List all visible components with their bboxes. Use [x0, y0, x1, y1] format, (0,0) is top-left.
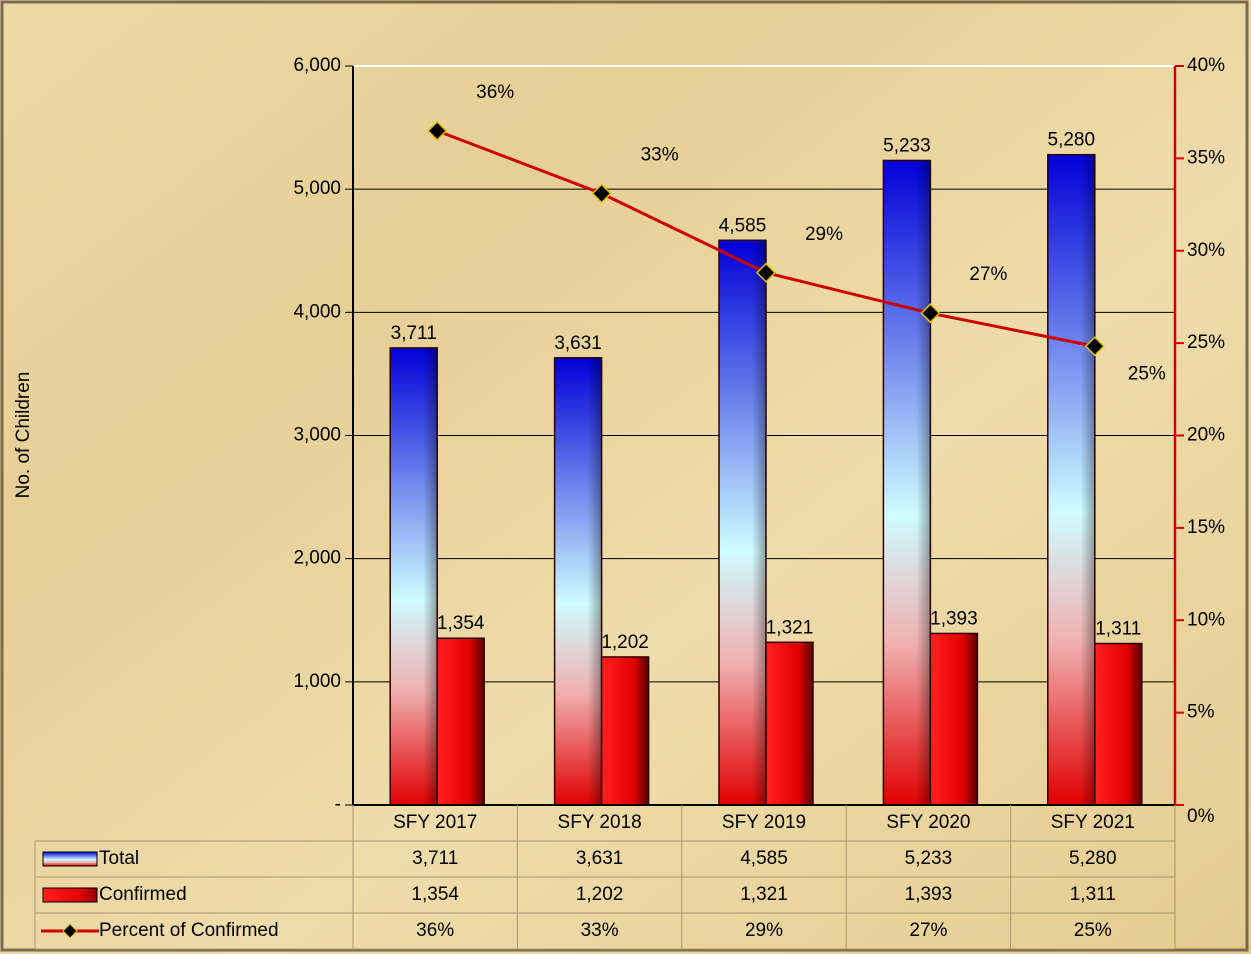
- y2-tick-label: 30%: [1187, 240, 1225, 261]
- legend-icon: [62, 923, 78, 939]
- line-label: 33%: [641, 144, 679, 165]
- table-cell: 1,393: [905, 884, 953, 905]
- bar-label: 1,311: [1095, 619, 1141, 640]
- bar-shade: [1094, 643, 1142, 805]
- table-cell: 1,354: [411, 884, 459, 905]
- bar-shade: [601, 656, 649, 805]
- bar-label: 5,233: [883, 135, 931, 156]
- y-tick-label: 6,000: [293, 55, 341, 76]
- table-cell: 36%: [416, 920, 454, 941]
- table-cell: 3,631: [576, 848, 624, 869]
- table-cell: 1,321: [740, 884, 788, 905]
- y-tick-label: -: [335, 794, 341, 815]
- x-tick-label: SFY 2019: [722, 812, 806, 833]
- marker: [755, 262, 777, 283]
- y-tick-label: 3,000: [293, 425, 341, 446]
- table-cell: 1,202: [576, 884, 624, 905]
- line-label: 27%: [969, 264, 1007, 285]
- bar-shade: [766, 642, 813, 805]
- bar-shade: [883, 160, 931, 806]
- bar-label: 3,711: [391, 323, 437, 344]
- table-cell: 4,585: [740, 848, 788, 869]
- bar-shade: [719, 240, 766, 806]
- bar-label: 1,393: [930, 608, 978, 629]
- y2-tick-label: 35%: [1187, 147, 1225, 168]
- y2-tick-label: 0%: [1187, 806, 1215, 827]
- y-axis-label: No. of Children: [13, 372, 34, 499]
- table-cell: 5,233: [905, 848, 953, 869]
- y-tick-label: 5,000: [293, 178, 341, 199]
- x-tick-label: SFY 2018: [558, 812, 642, 833]
- x-tick-label: SFY 2020: [886, 812, 970, 833]
- y2-tick-label: 25%: [1187, 332, 1225, 353]
- y-tick-label: 4,000: [293, 301, 341, 322]
- legend-icon: [42, 851, 98, 867]
- bar-shade: [1047, 154, 1095, 805]
- legend-label: Percent of Confirmed: [99, 920, 279, 941]
- legend-icon: [42, 887, 98, 903]
- y2-tick-label: 5%: [1187, 702, 1215, 723]
- bar-label: 3,631: [554, 333, 602, 354]
- line-label: 36%: [476, 82, 514, 103]
- table-cell: 3,711: [412, 848, 458, 869]
- table-cell: 29%: [745, 920, 783, 941]
- bar-shade: [437, 638, 485, 805]
- legend-label: Confirmed: [99, 884, 187, 905]
- y2-tick-label: 10%: [1187, 609, 1225, 630]
- y2-tick-label: 20%: [1187, 425, 1225, 446]
- marker: [591, 183, 612, 204]
- bar-shade: [930, 633, 978, 805]
- x-tick-label: SFY 2021: [1051, 812, 1135, 833]
- y2-tick-label: 40%: [1187, 55, 1225, 76]
- table-cell: 25%: [1074, 920, 1112, 941]
- bar-label: 5,280: [1048, 130, 1096, 151]
- bar-shade: [390, 347, 438, 805]
- table-cell: 27%: [909, 920, 947, 941]
- line-label: 29%: [805, 224, 843, 245]
- line-label: 25%: [1128, 363, 1166, 384]
- table-cell: 5,280: [1069, 848, 1117, 869]
- bar-label: 1,354: [437, 613, 485, 634]
- marker: [920, 303, 941, 324]
- y-tick-label: 2,000: [293, 548, 341, 569]
- y2-tick-label: 15%: [1187, 517, 1225, 538]
- table-cell: 1,311: [1070, 884, 1116, 905]
- y-tick-label: 1,000: [293, 671, 341, 692]
- table-cell: 33%: [581, 920, 619, 941]
- x-tick-label: SFY 2017: [393, 812, 477, 833]
- bar-label: 1,202: [601, 632, 649, 653]
- bar-label: 4,585: [719, 215, 767, 236]
- marker: [427, 120, 448, 141]
- legend-label: Total: [99, 848, 139, 869]
- bar-label: 1,321: [766, 617, 814, 638]
- marker: [1084, 336, 1105, 357]
- bar-shade: [554, 357, 602, 805]
